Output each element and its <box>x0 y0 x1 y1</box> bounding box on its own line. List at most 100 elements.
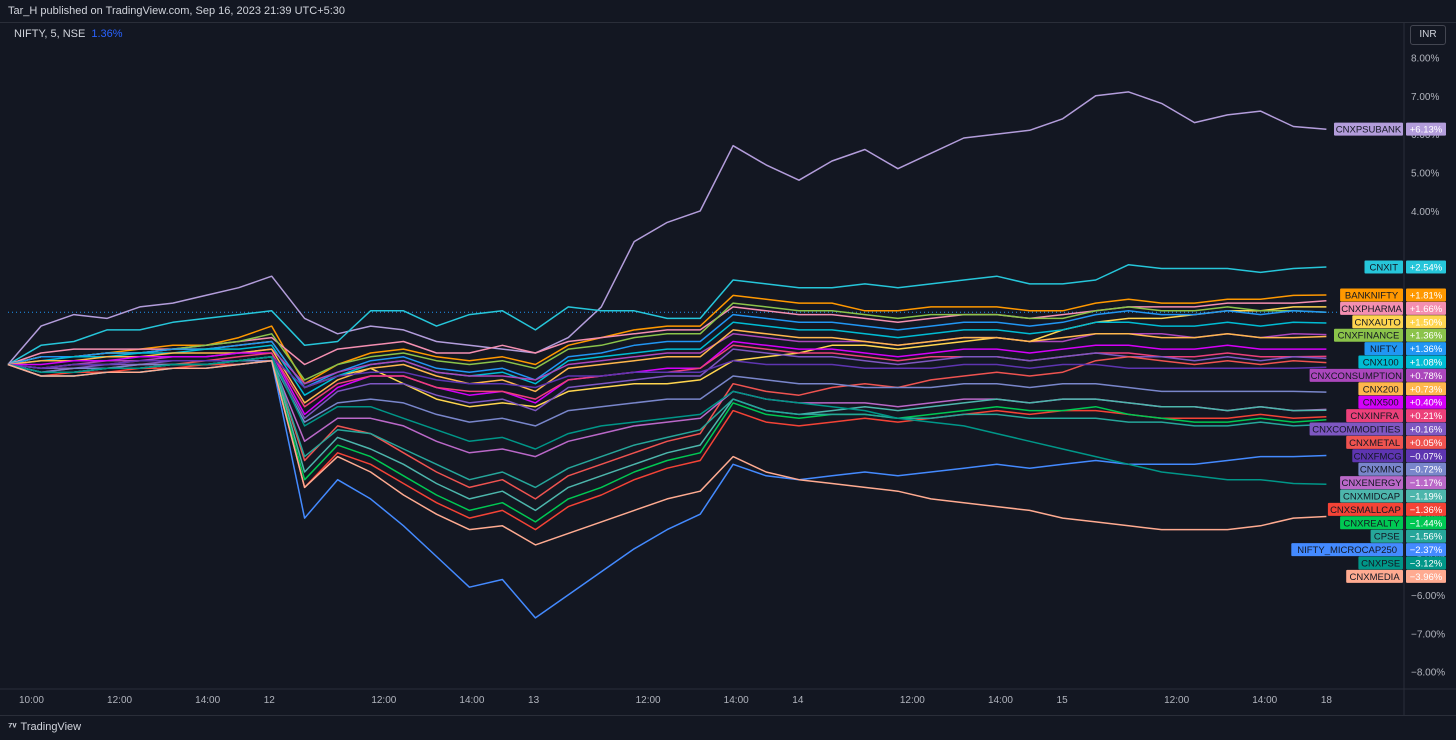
x-tick-label: 14:00 <box>988 695 1013 706</box>
series-name-tag <box>1358 462 1403 476</box>
x-tick-label: 14:00 <box>1252 695 1277 706</box>
x-tick-label: 14:00 <box>459 695 484 706</box>
x-tick-label: 12:00 <box>371 695 396 706</box>
series-name-label: CNXREALTY <box>1343 518 1400 529</box>
series-name-tag <box>1346 409 1403 423</box>
series-name-tag <box>1334 328 1403 342</box>
series-name-label: CNXCONSUMPTION <box>1311 371 1402 382</box>
series-name-tag <box>1340 301 1403 315</box>
series-name-label: CNXIT <box>1370 262 1399 273</box>
series-name-label: CNXCOMMODITIES <box>1312 425 1400 436</box>
currency-button[interactable]: INR <box>1410 25 1446 45</box>
series-value-tag <box>1406 489 1446 503</box>
series-value-tag <box>1406 395 1446 409</box>
series-line-cnxfmcg[interactable] <box>7 356 1327 389</box>
y-tick-label: −8.00% <box>1411 668 1445 679</box>
series-value-label: +1.36% <box>1410 344 1443 355</box>
series-line-cnxfinance[interactable] <box>7 302 1327 381</box>
series-value-label: −1.56% <box>1410 532 1443 543</box>
series-value-label: +1.08% <box>1410 358 1443 369</box>
series-line-cnxmedia[interactable] <box>7 359 1327 546</box>
series-name-tag <box>1352 315 1403 329</box>
series-name-tag <box>1370 529 1403 543</box>
series-name-label: CNX200 <box>1363 384 1399 395</box>
series-line-cnxmetal[interactable] <box>7 356 1327 500</box>
y-tick-label: 8.00% <box>1411 53 1439 64</box>
series-line-cnxsmallcap[interactable] <box>7 359 1327 531</box>
series-name-label: CNXFINANCE <box>1338 331 1400 342</box>
series-value-label: −1.44% <box>1410 518 1443 529</box>
series-name-label: CNXMNC <box>1360 465 1402 476</box>
series-name-label: CNX500 <box>1363 398 1399 409</box>
series-name-label: CNX100 <box>1363 358 1399 369</box>
x-tick-label: 12:00 <box>107 695 132 706</box>
symbol-label: NIFTY, 5, NSE <box>14 28 86 40</box>
series-name-label: BANKNIFTY <box>1345 291 1399 302</box>
series-line-cnx200[interactable] <box>7 329 1327 404</box>
series-value-label: −0.07% <box>1410 451 1443 462</box>
x-tick-label: 12 <box>264 695 276 706</box>
series-value-label: −1.19% <box>1410 492 1443 503</box>
series-name-tag <box>1358 556 1403 570</box>
series-value-tag <box>1406 529 1446 543</box>
tradingview-logo-icon: ⁷ᵛ <box>8 721 17 733</box>
series-value-tag <box>1406 288 1446 302</box>
series-value-tag <box>1406 516 1446 530</box>
series-value-tag <box>1406 382 1446 396</box>
series-name-tag <box>1358 355 1403 369</box>
series-name-label: CNXFMCG <box>1354 451 1402 462</box>
x-tick-label: 14:00 <box>195 695 220 706</box>
series-value-tag <box>1406 260 1446 274</box>
publish-info: Tar_H published on TradingView.com, Sep … <box>8 5 346 17</box>
x-tick-label: 18 <box>1321 695 1333 706</box>
series-line-banknifty[interactable] <box>7 294 1327 385</box>
symbol-change: 1.36% <box>91 28 123 40</box>
series-value-label: +0.21% <box>1410 411 1443 422</box>
x-tick-label: 15 <box>1057 695 1069 706</box>
series-value-tag <box>1406 355 1446 369</box>
series-name-tag <box>1340 476 1403 490</box>
series-name-label: CNXMIDCAP <box>1343 492 1400 503</box>
series-line-cnxit[interactable] <box>7 263 1327 366</box>
symbol-legend[interactable]: NIFTY, 5, NSE 1.36% <box>14 28 123 40</box>
tradingview-logo[interactable]: ⁷ᵛ TradingView <box>8 721 81 733</box>
series-name-label: CNXPHARMA <box>1341 304 1402 315</box>
series-name-tag <box>1327 502 1403 516</box>
series-value-tag <box>1406 122 1446 136</box>
chart-svg[interactable]: 8.00%7.00%6.00%5.00%4.00%−4.00%−5.00%−6.… <box>0 22 1456 715</box>
x-tick-label: 12:00 <box>1164 695 1189 706</box>
series-name-tag <box>1334 122 1403 136</box>
series-name-tag <box>1291 543 1403 557</box>
series-line-cnxpse[interactable] <box>7 356 1327 486</box>
series-line-nifty[interactable] <box>7 310 1327 389</box>
series-value-label: −0.72% <box>1410 465 1443 476</box>
series-name-tag <box>1358 395 1403 409</box>
series-value-tag <box>1406 435 1446 449</box>
series-value-label: −2.37% <box>1410 545 1443 556</box>
series-value-label: +1.81% <box>1410 291 1443 302</box>
x-tick-label: 12:00 <box>636 695 661 706</box>
series-value-tag <box>1406 462 1446 476</box>
series-value-label: +2.54% <box>1410 262 1443 273</box>
x-tick-label: 13 <box>528 695 540 706</box>
series-value-tag <box>1406 409 1446 423</box>
series-value-label: +1.66% <box>1410 304 1443 315</box>
series-value-label: +0.16% <box>1410 425 1443 436</box>
series-name-tag <box>1364 260 1403 274</box>
y-tick-label: −7.00% <box>1411 629 1445 640</box>
x-tick-label: 14 <box>792 695 804 706</box>
series-line-cnxpsubank[interactable] <box>7 91 1327 365</box>
series-name-label: NIFTY_MICROCAP250 <box>1297 545 1397 556</box>
series-name-tag <box>1340 288 1403 302</box>
chart-area[interactable]: 8.00%7.00%6.00%5.00%4.00%−4.00%−5.00%−6.… <box>0 22 1456 715</box>
series-line-cnx500[interactable] <box>8 340 1327 416</box>
series-line-cnxmnc[interactable] <box>7 359 1327 427</box>
x-tick-label: 14:00 <box>724 695 749 706</box>
series-value-tag <box>1406 476 1446 490</box>
series-value-label: −3.12% <box>1410 559 1443 570</box>
series-value-tag <box>1406 422 1446 436</box>
series-line-cnxenergy[interactable] <box>7 359 1327 458</box>
series-name-label: CNXSMALLCAP <box>1330 505 1401 516</box>
series-line-cnx100[interactable] <box>7 321 1327 396</box>
series-line-cnxmidcap[interactable] <box>7 356 1327 512</box>
